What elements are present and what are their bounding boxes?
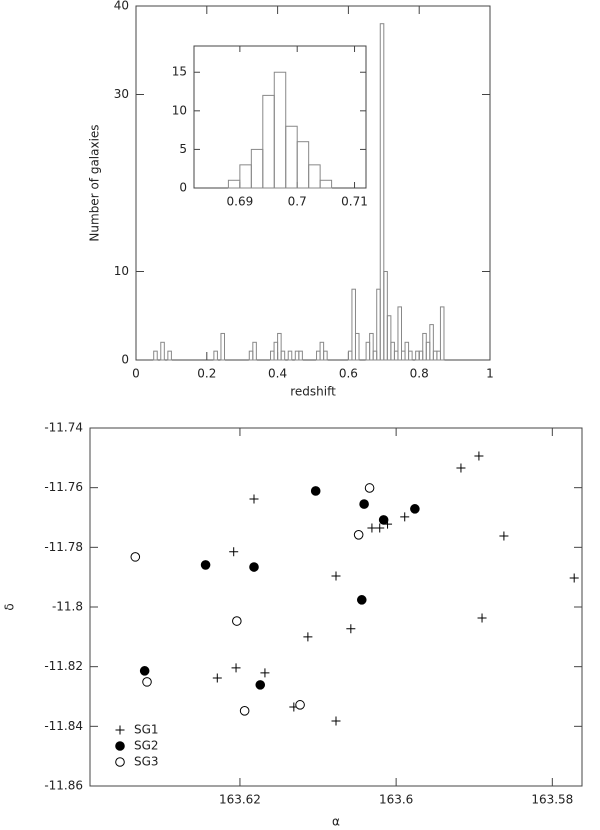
histogram-bar [287,350,293,361]
circle-marker [364,483,375,493]
histogram-bar [319,179,333,189]
plus-marker [499,531,509,541]
plus-marker [212,673,222,683]
y-axis-label: δ [3,603,17,610]
histogram-bar [298,350,303,361]
histogram-bar [354,332,360,361]
x-tick-label: 0.2 [197,367,216,381]
histogram-bar [323,350,328,361]
x-tick-label: 0.7 [288,195,307,209]
plus-marker [231,663,241,673]
histogram-bar [439,306,445,361]
circle-marker [200,560,211,570]
y-tick-label: 10 [172,103,187,117]
y-tick-label: -11.78 [44,540,83,554]
legend-label: SG3 [134,755,159,769]
y-tick-label: -11.86 [44,779,83,793]
plus-marker [456,463,466,473]
circle-marker [353,530,364,540]
x-tick-label: 0 [132,367,140,381]
circle-marker [130,552,141,562]
circle-marker [142,677,152,687]
x-tick-label: 0.4 [268,367,287,381]
x-axis-label: redshift [290,385,336,399]
circle-marker [255,680,266,690]
histogram-bar [213,350,218,361]
histogram-bar [429,324,434,361]
histogram-bar [408,350,413,361]
x-tick-label: 0.6 [339,367,358,381]
y-tick-label: 30 [114,87,129,101]
x-tick-label: 163.58 [531,793,573,807]
y-tick-label: -11.82 [44,659,83,673]
circle-marker [310,486,321,496]
plus-marker [477,613,487,623]
plus-marker [303,632,313,642]
histogram-bar [379,23,385,361]
plus-marker [249,494,259,504]
circle-marker [239,706,250,716]
circle-marker [359,499,369,509]
plus-marker [367,523,377,533]
circle-marker [410,504,420,514]
y-tick-label: 5 [179,142,187,156]
histogram-bar [167,350,172,361]
plus-marker [474,451,484,461]
y-tick-label: 0 [121,353,129,367]
legend-label: SG1 [134,723,159,737]
y-tick-label: 15 [172,65,187,79]
plus-marker [331,716,341,726]
histogram-bar [252,341,257,361]
histogram-bar [160,341,165,361]
circle-marker [139,666,150,676]
histogram-bar [351,288,356,361]
x-tick-label: 1 [486,367,494,381]
circle-marker [249,562,259,572]
y-tick-label: -11.84 [44,719,83,733]
circle-marker [356,595,367,605]
histogram-bar [397,306,402,361]
histogram-bar [277,332,282,361]
histogram-bar [280,350,286,361]
plus-marker [400,512,410,522]
y-tick-label: 40 [114,0,129,13]
histogram-bar [386,315,392,361]
x-tick-label: 0.8 [410,367,429,381]
legend-marker [115,725,125,735]
x-tick-label: 0.71 [341,195,368,209]
plus-marker [346,624,356,634]
x-tick-label: 163.6 [379,793,413,807]
plus-marker [375,523,385,533]
y-tick-label: -11.76 [44,480,83,494]
plus-marker [229,547,239,557]
legend-label: SG2 [134,739,159,753]
legend-marker [115,757,125,767]
x-axis-label: α [332,815,340,829]
histogram-bar [153,350,158,361]
x-tick-label: 0.69 [227,195,254,209]
plot-frame [89,427,583,787]
y-tick-label: -11.8 [52,600,83,614]
histogram-bar [369,332,374,361]
plus-marker [260,668,270,678]
plus-marker [331,571,341,581]
y-tick-label: 0 [179,181,187,195]
legend-marker [115,741,125,751]
histogram-bar [308,164,321,189]
y-axis-label: Number of galaxies [88,124,102,241]
y-tick-label: -11.74 [44,421,83,435]
plus-marker [569,573,579,583]
circle-marker [295,700,305,710]
y-tick-label: 10 [114,264,129,278]
circle-marker [232,616,242,626]
histogram-bar [220,332,226,361]
plot-frame [193,45,367,189]
circle-marker [378,515,389,525]
x-tick-label: 163.62 [219,793,261,807]
